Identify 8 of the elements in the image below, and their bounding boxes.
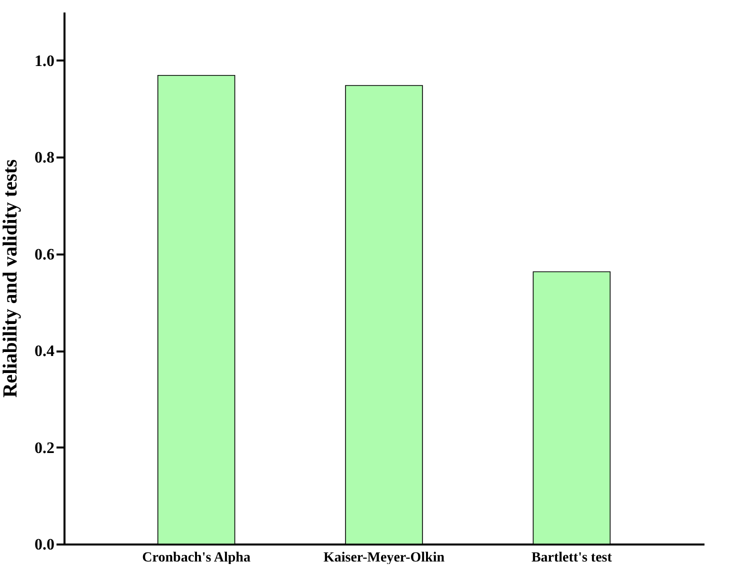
y-tick-label: 0.8 (34, 150, 54, 167)
y-tick-label: 0.2 (34, 440, 54, 457)
y-axis-title: Reliability and validity tests (0, 159, 22, 398)
x-tick-label: Bartlett's test (531, 550, 612, 566)
y-tick-label: 0.6 (34, 246, 54, 264)
y-tick-label: 0.0 (34, 536, 54, 554)
y-tick-label: 1.0 (34, 52, 54, 70)
y-tick-label: 0.4 (34, 343, 54, 360)
